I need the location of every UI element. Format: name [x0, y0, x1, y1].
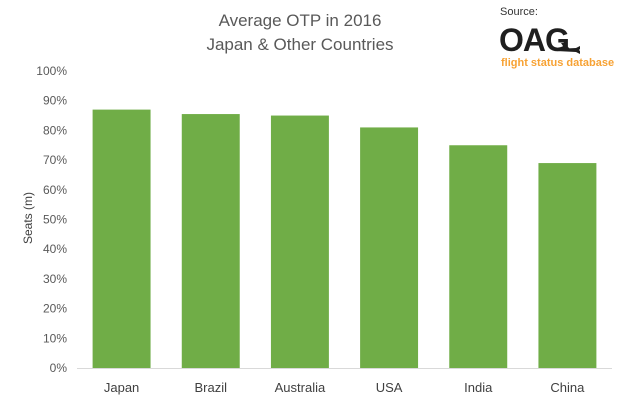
chart-title: Average OTP in 2016 [218, 11, 382, 30]
bar-china [538, 163, 597, 368]
y-tick-label: 60% [43, 183, 67, 197]
y-tick-label: 20% [43, 302, 67, 316]
x-tick-label: India [464, 380, 493, 395]
y-tick-label: 80% [43, 123, 67, 137]
bar-japan [92, 109, 151, 369]
bars [92, 109, 597, 369]
oag-logo: OAG [499, 22, 580, 58]
y-tick-label: 40% [43, 242, 67, 256]
y-tick-label: 90% [43, 94, 67, 108]
bar-brazil [181, 114, 240, 368]
x-tick-label: China [550, 380, 585, 395]
x-axis: Japan Brazil Australia USA India China [104, 380, 585, 395]
x-tick-label: Brazil [194, 380, 227, 395]
source-attribution: Source: OAG flight status database [496, 6, 626, 72]
y-tick-label: 100% [36, 64, 67, 78]
oag-logo-text: OAG [499, 22, 569, 58]
x-tick-label: USA [376, 380, 403, 395]
bar-australia [270, 115, 329, 368]
logo-tagline: flight status database [501, 57, 615, 69]
airplane-icon [556, 43, 580, 54]
bar-usa [360, 127, 419, 369]
y-tick-label: 0% [50, 361, 68, 375]
y-tick-label: 10% [43, 331, 67, 345]
chart-subtitle: Japan & Other Countries [206, 35, 394, 54]
bar-india [449, 145, 508, 368]
y-tick-label: 70% [43, 153, 67, 167]
y-axis: 0% 10% 20% 30% 40% 50% 60% 70% 80% 90% 100% [36, 64, 67, 375]
y-tick-label: 30% [43, 272, 67, 286]
x-tick-label: Australia [275, 380, 326, 395]
y-tick-label: 50% [43, 213, 67, 227]
x-tick-label: Japan [104, 380, 139, 395]
source-label: Source: [500, 6, 538, 18]
